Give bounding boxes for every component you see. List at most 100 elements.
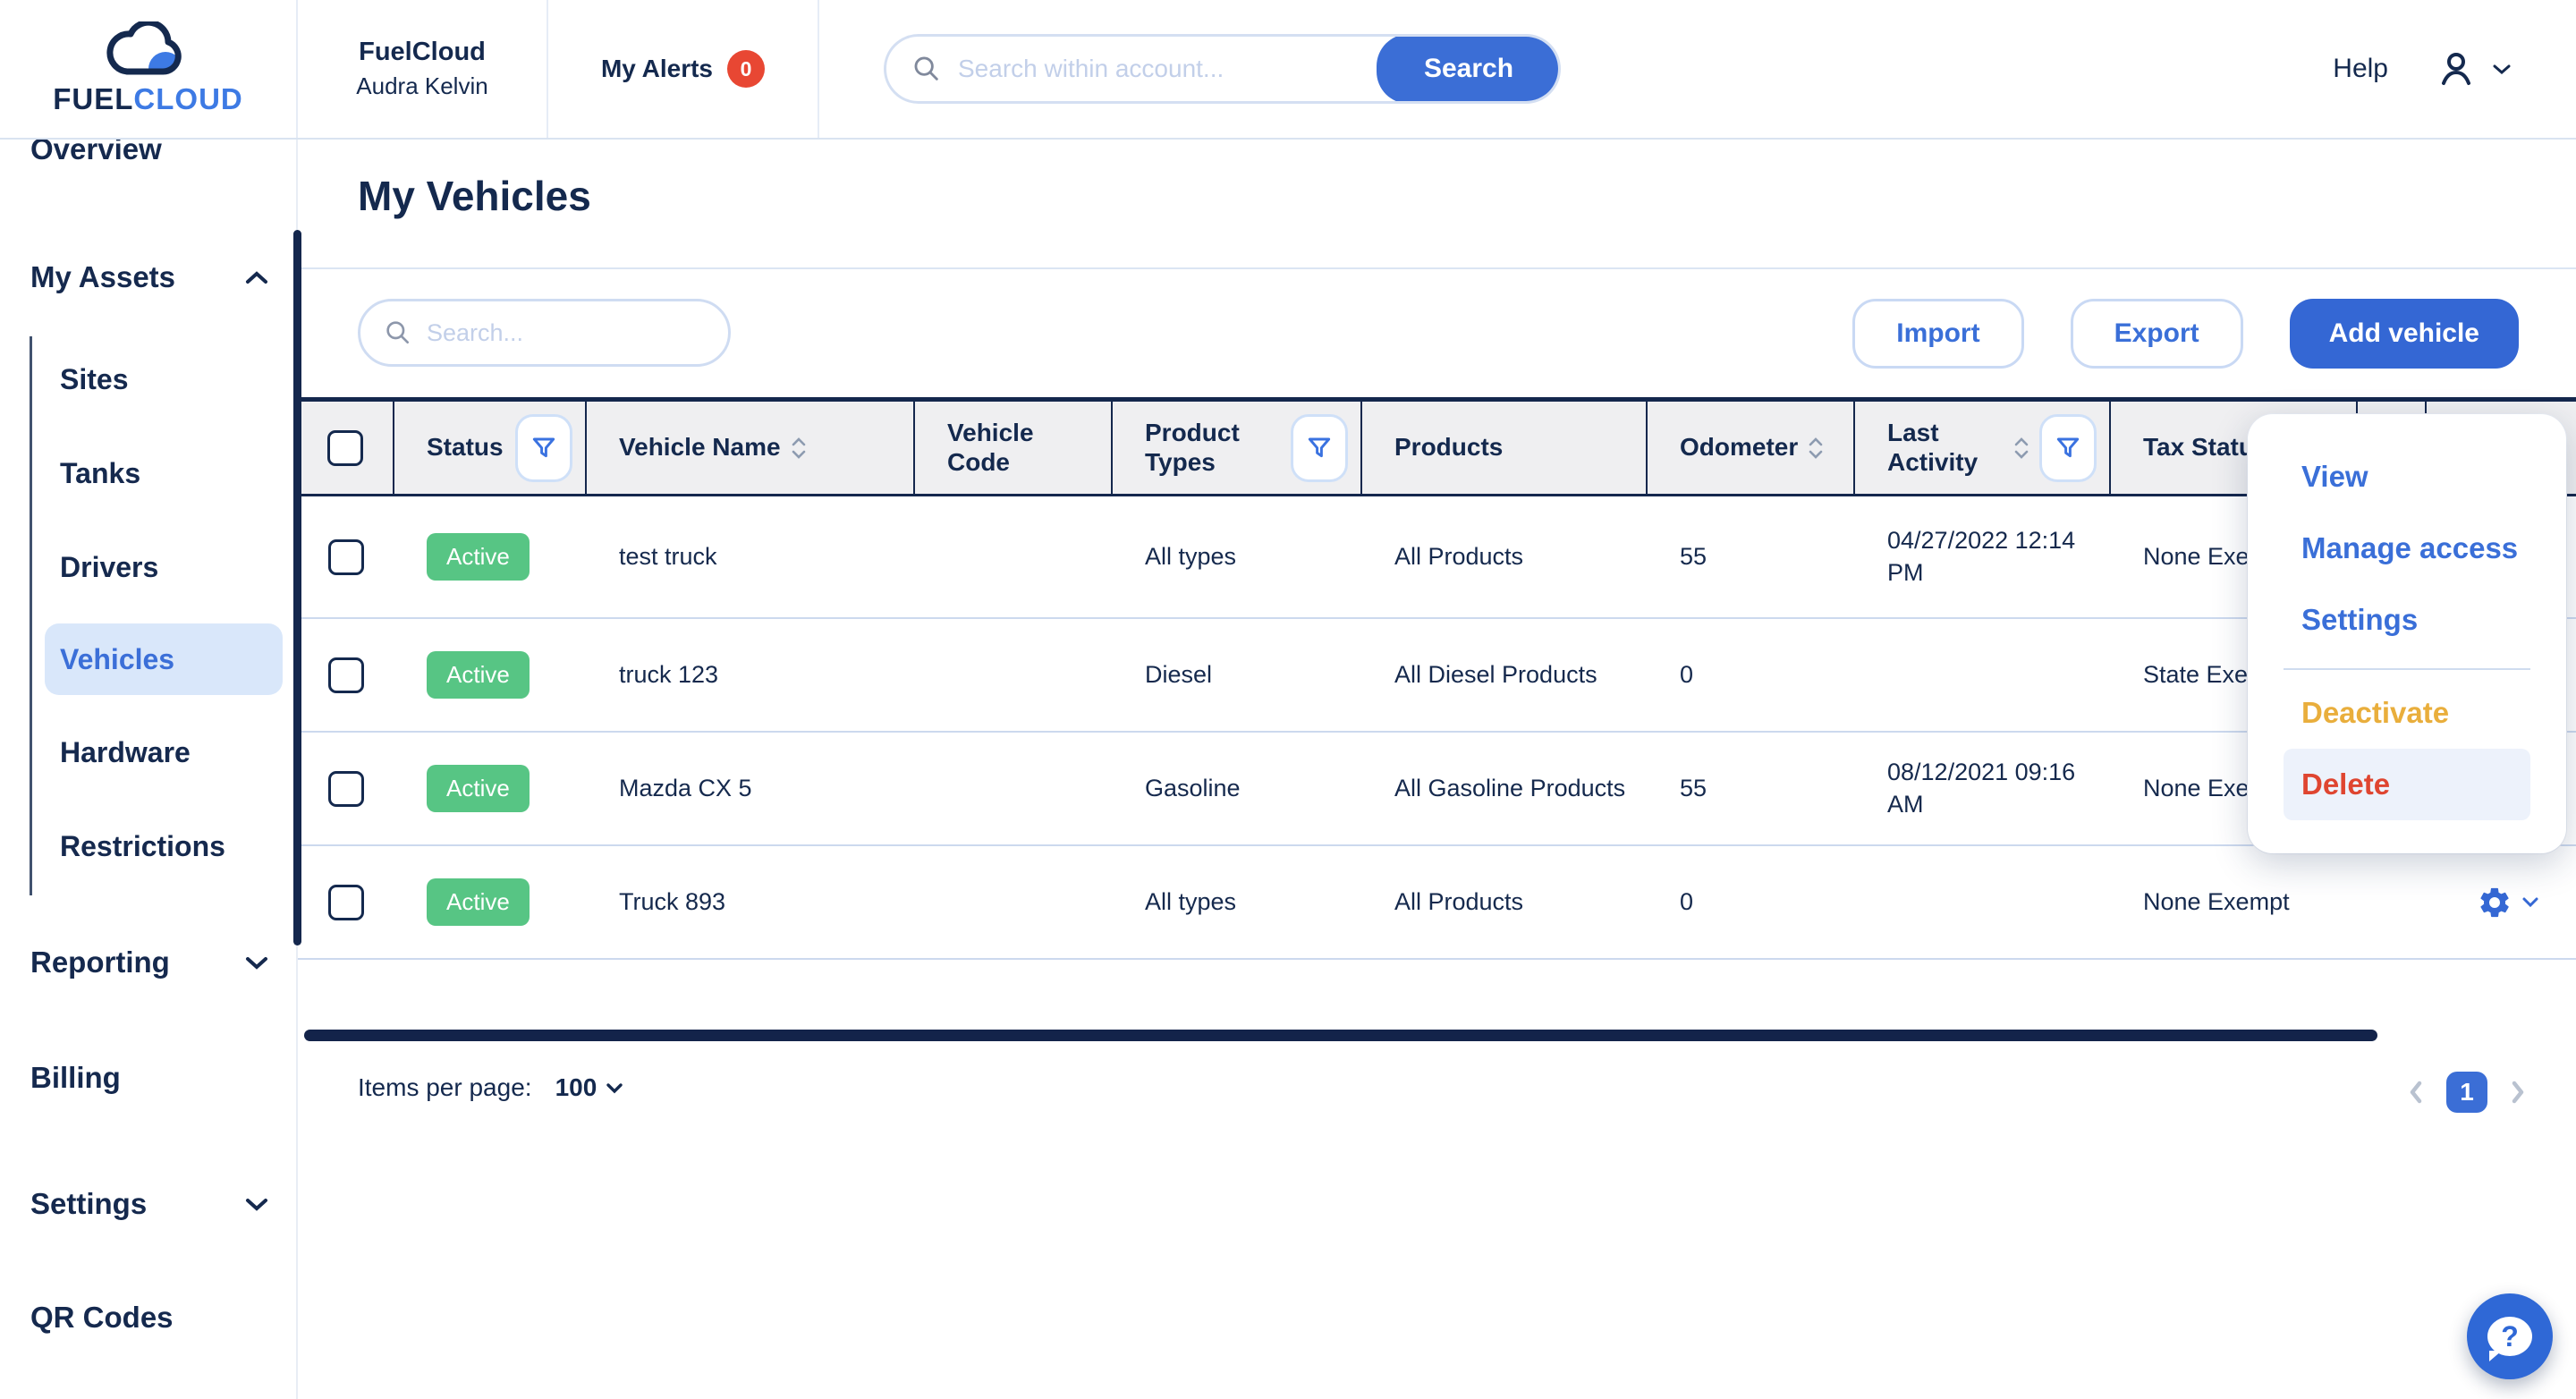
tax-status-cell: None Exempt [2143,887,2290,915]
previous-page-button[interactable] [2408,1080,2423,1105]
horizontal-scrollbar[interactable] [304,1030,2377,1041]
products-cell: All Gasoline Products [1394,774,1626,801]
vehicle-name-cell: test truck [619,542,717,570]
account-user: Audra Kelvin [356,72,488,99]
chevron-down-icon [2492,63,2512,75]
sidebar-item-tanks[interactable]: Tanks [60,456,141,489]
sort-icon[interactable] [2014,437,2029,459]
sidebar-item-billing[interactable]: Billing [30,1061,121,1094]
cloud-logo-icon [104,21,193,79]
sort-icon[interactable] [792,437,806,459]
row-checkbox[interactable] [328,884,364,920]
table-row[interactable]: Active truck 123 Diesel All Diesel Produ… [298,619,2576,733]
column-header-vehicle-name[interactable]: Vehicle Name [587,402,915,494]
column-header-status[interactable]: Status [394,402,587,494]
products-cell: All Products [1394,887,1524,915]
menu-item-delete[interactable]: Delete [2284,749,2530,820]
column-header-tax-status[interactable]: Tax Status [2111,402,2358,494]
status-badge: Active [427,532,530,581]
table-header-row: Status Vehicle Name Vehicle Code Product… [298,397,2576,496]
sidebar-item-overview[interactable]: Overview [30,140,162,165]
row-checkbox[interactable] [328,538,364,575]
vehicle-name-cell: Mazda CX 5 [619,774,752,801]
table-row[interactable]: Active Mazda CX 5 Gasoline All Gasoline … [298,733,2576,846]
sidebar-item-sites[interactable]: Sites [60,362,129,395]
account-company: FuelCloud [359,38,486,66]
account-search-input[interactable] [958,55,1377,83]
column-header-product-types[interactable]: Product Types [1113,402,1362,494]
user-menu[interactable] [2435,47,2512,90]
table-search-input[interactable] [427,318,728,347]
sort-icon[interactable] [1809,437,1823,459]
menu-item-deactivate[interactable]: Deactivate [2301,696,2450,729]
sidebar-item-restrictions[interactable]: Restrictions [60,829,225,862]
top-bar: FUELCLOUD FuelCloud Audra Kelvin My Aler… [0,0,2576,140]
table-search-bar [358,299,731,367]
menu-divider [2284,668,2530,670]
next-page-button[interactable] [2511,1080,2526,1105]
column-header-last-activity[interactable]: Last Activity [1855,402,2111,494]
sidebar-item-drivers[interactable]: Drivers [60,550,159,583]
brand-logo[interactable]: FUELCLOUD [0,0,298,138]
my-alerts-link[interactable]: My Alerts 0 [548,0,819,138]
products-cell: All Products [1394,542,1524,570]
add-vehicle-button[interactable]: Add vehicle [2289,299,2519,369]
menu-item-view[interactable]: View [2301,460,2368,493]
items-per-page-select[interactable]: 100 [555,1073,624,1102]
odometer-cell: 0 [1680,887,1694,915]
chevron-down-icon [2521,896,2539,908]
chevron-down-icon [245,955,268,970]
sidebar-item-reporting[interactable]: Reporting [30,941,268,984]
sidebar-item-qr-codes[interactable]: QR Codes [30,1301,174,1334]
column-header-products[interactable]: Products [1362,402,1648,494]
status-badge: Active [427,878,530,927]
vehicle-name-cell: truck 123 [619,660,719,688]
odometer-cell: 55 [1680,774,1707,801]
user-icon [2435,47,2478,90]
filter-icon[interactable] [515,413,572,482]
table-row[interactable]: Active Truck 893 All types All Products … [298,846,2576,960]
menu-item-manage-access[interactable]: Manage access [2301,531,2519,564]
column-header-odometer[interactable]: Odometer [1648,402,1855,494]
gear-icon [2477,885,2512,920]
items-per-page-label: Items per page: [358,1073,532,1101]
filter-icon[interactable] [1291,413,1348,482]
sidebar-item-vehicles[interactable]: Vehicles [45,623,283,695]
product-types-cell: Diesel [1145,660,1213,688]
filter-icon[interactable] [2039,413,2097,482]
sidebar-item-settings[interactable]: Settings [30,1183,268,1225]
status-badge: Active [427,764,530,813]
row-actions-menu: View Manage access Settings Deactivate D… [2248,414,2566,853]
help-link[interactable]: Help [2333,54,2388,83]
page-number-button[interactable]: 1 [2446,1072,2487,1113]
table-toolbar: Import Export Add vehicle [1852,299,2519,369]
menu-item-settings[interactable]: Settings [2301,603,2419,636]
account-switcher[interactable]: FuelCloud Audra Kelvin [298,0,548,138]
search-icon [384,318,412,347]
import-button[interactable]: Import [1852,299,2024,369]
pagination: 1 [2408,1072,2526,1113]
alerts-label: My Alerts [600,55,713,82]
row-checkbox[interactable] [328,657,364,693]
last-activity-cell: 08/12/2021 09:16 AM [1887,759,2076,818]
sidebar-nav: Overview My Assets Sites Tanks Drivers V… [0,140,298,1399]
column-header-vehicle-code[interactable]: Vehicle Code [915,402,1113,494]
row-checkbox[interactable] [328,770,364,807]
search-button[interactable]: Search [1377,37,1558,101]
row-actions-button[interactable] [2459,885,2539,920]
search-icon [911,54,942,84]
alerts-count-badge: 0 [727,50,765,88]
status-badge: Active [427,650,530,700]
chevron-down-icon [606,1082,623,1094]
odometer-cell: 0 [1680,660,1694,688]
product-types-cell: All types [1145,887,1237,915]
select-all-checkbox[interactable] [327,429,363,466]
export-button[interactable]: Export [2070,299,2243,369]
chevron-up-icon [245,270,268,284]
sidebar-item-hardware[interactable]: Hardware [60,735,191,768]
sidebar-item-my-assets[interactable]: My Assets [30,256,268,299]
sidebar-scrollbar[interactable] [293,230,301,945]
help-fab-button[interactable]: ? [2467,1293,2553,1379]
last-activity-cell: 04/27/2022 12:14 PM [1887,527,2076,586]
table-row[interactable]: Active test truck All types All Products… [298,496,2576,619]
